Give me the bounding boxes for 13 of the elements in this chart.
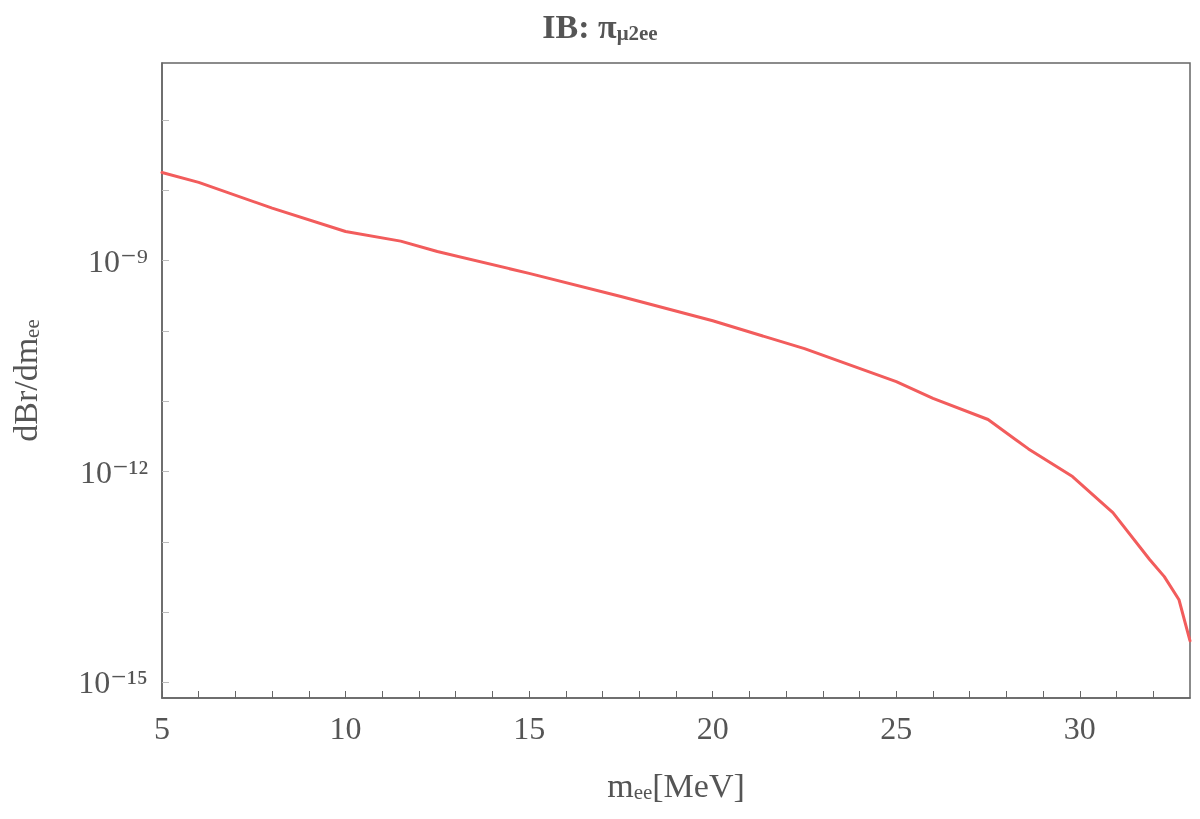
y-tick-label: 10⁻¹²	[79, 453, 148, 490]
y-tick-label: 10⁻¹⁵	[78, 664, 148, 701]
y-tick-label: 10⁻⁹	[87, 242, 148, 279]
x-tick-label: 5	[154, 710, 170, 746]
y-axis-title: dBr/dmee	[6, 319, 44, 442]
x-tick-label: 25	[880, 710, 913, 746]
x-tick-label: 10	[329, 710, 362, 746]
x-tick-label: 30	[1063, 710, 1096, 746]
x-tick-label: 20	[696, 710, 729, 746]
line-series	[160, 170, 1192, 643]
x-axis-title: mee[MeV]	[607, 766, 745, 804]
chart-title: IB: πμ2ee	[542, 7, 658, 45]
x-tick-label: 15	[513, 710, 546, 746]
